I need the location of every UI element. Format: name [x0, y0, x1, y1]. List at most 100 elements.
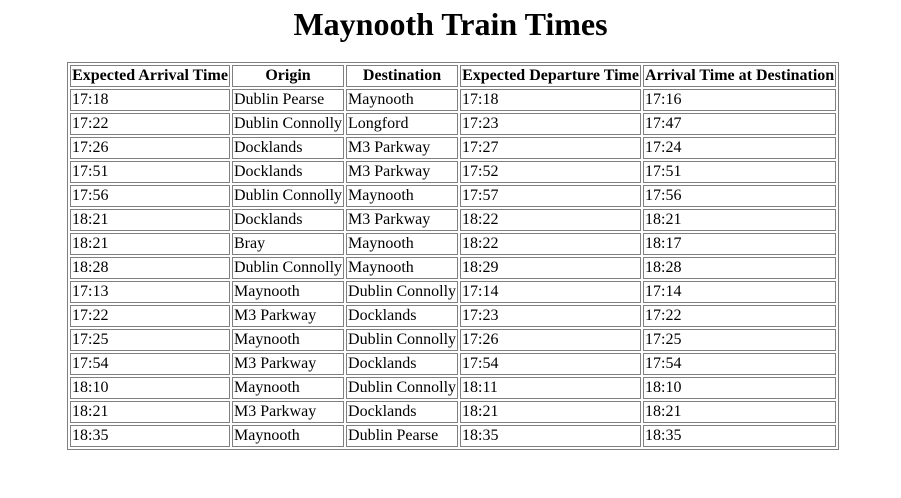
- cell-origin: M3 Parkway: [232, 305, 345, 327]
- cell-destination: Docklands: [346, 353, 459, 375]
- table-row: 17:54 M3 Parkway Docklands 17:54 17:54: [70, 353, 837, 375]
- cell-origin: Dublin Connolly: [232, 185, 345, 207]
- cell-destination: Dublin Connolly: [346, 281, 459, 303]
- table-row: 17:26 Docklands M3 Parkway 17:27 17:24: [70, 137, 837, 159]
- table-row: 17:51 Docklands M3 Parkway 17:52 17:51: [70, 161, 837, 183]
- cell-destination: Dublin Connolly: [346, 329, 459, 351]
- cell-arrival-time-at-destination: 17:24: [643, 137, 837, 159]
- cell-origin: Maynooth: [232, 329, 345, 351]
- cell-destination: M3 Parkway: [346, 161, 459, 183]
- cell-expected-arrival-time: 17:13: [70, 281, 230, 303]
- cell-expected-arrival-time: 18:35: [70, 425, 230, 447]
- cell-destination: M3 Parkway: [346, 137, 459, 159]
- cell-expected-departure-time: 17:54: [460, 353, 642, 375]
- cell-destination: Dublin Pearse: [346, 425, 459, 447]
- cell-expected-arrival-time: 17:22: [70, 113, 230, 135]
- cell-arrival-time-at-destination: 17:25: [643, 329, 837, 351]
- cell-destination: Maynooth: [346, 185, 459, 207]
- cell-expected-departure-time: 18:22: [460, 233, 642, 255]
- cell-arrival-time-at-destination: 18:35: [643, 425, 837, 447]
- header-destination: Destination: [346, 65, 459, 87]
- cell-expected-arrival-time: 18:21: [70, 401, 230, 423]
- cell-destination: M3 Parkway: [346, 209, 459, 231]
- table-header: Expected Arrival Time Origin Destination…: [70, 65, 837, 87]
- cell-expected-departure-time: 17:14: [460, 281, 642, 303]
- header-arrival-time-at-destination: Arrival Time at Destination: [643, 65, 837, 87]
- table-row: 18:21 Bray Maynooth 18:22 18:17: [70, 233, 837, 255]
- cell-origin: M3 Parkway: [232, 353, 345, 375]
- cell-expected-arrival-time: 17:56: [70, 185, 230, 207]
- cell-expected-arrival-time: 18:28: [70, 257, 230, 279]
- cell-expected-departure-time: 18:29: [460, 257, 642, 279]
- cell-expected-departure-time: 17:23: [460, 305, 642, 327]
- table-row: 18:21 M3 Parkway Docklands 18:21 18:21: [70, 401, 837, 423]
- header-origin: Origin: [232, 65, 345, 87]
- train-times-table-container: Expected Arrival Time Origin Destination…: [67, 62, 840, 450]
- cell-origin: Docklands: [232, 161, 345, 183]
- table-row: 18:10 Maynooth Dublin Connolly 18:11 18:10: [70, 377, 837, 399]
- cell-expected-arrival-time: 17:25: [70, 329, 230, 351]
- cell-origin: Docklands: [232, 209, 345, 231]
- cell-expected-departure-time: 17:52: [460, 161, 642, 183]
- cell-expected-departure-time: 17:27: [460, 137, 642, 159]
- table-row: 17:13 Maynooth Dublin Connolly 17:14 17:14: [70, 281, 837, 303]
- cell-origin: Dublin Connolly: [232, 257, 345, 279]
- cell-destination: Docklands: [346, 401, 459, 423]
- cell-expected-arrival-time: 17:51: [70, 161, 230, 183]
- cell-expected-arrival-time: 18:21: [70, 209, 230, 231]
- cell-origin: Maynooth: [232, 425, 345, 447]
- train-times-table: Expected Arrival Time Origin Destination…: [67, 62, 840, 450]
- cell-expected-departure-time: 18:11: [460, 377, 642, 399]
- cell-arrival-time-at-destination: 17:51: [643, 161, 837, 183]
- page-title: Maynooth Train Times: [293, 6, 608, 42]
- cell-origin: Maynooth: [232, 281, 345, 303]
- cell-origin: Bray: [232, 233, 345, 255]
- cell-arrival-time-at-destination: 17:47: [643, 113, 837, 135]
- cell-destination: Dublin Connolly: [346, 377, 459, 399]
- table-row: 18:21 Docklands M3 Parkway 18:22 18:21: [70, 209, 837, 231]
- cell-destination: Maynooth: [346, 257, 459, 279]
- table-body: 17:18 Dublin Pearse Maynooth 17:18 17:16 17:2…: [70, 89, 837, 447]
- table-row: 18:35 Maynooth Dublin Pearse 18:35 18:35: [70, 425, 837, 447]
- cell-expected-departure-time: 17:18: [460, 89, 642, 111]
- cell-arrival-time-at-destination: 17:14: [643, 281, 837, 303]
- table-row: 17:25 Maynooth Dublin Connolly 17:26 17:25: [70, 329, 837, 351]
- cell-expected-departure-time: 17:57: [460, 185, 642, 207]
- cell-expected-departure-time: 18:22: [460, 209, 642, 231]
- header-expected-departure-time: Expected Departure Time: [460, 65, 642, 87]
- cell-destination: Maynooth: [346, 89, 459, 111]
- cell-origin: Docklands: [232, 137, 345, 159]
- header-expected-arrival-time: Expected Arrival Time: [70, 65, 230, 87]
- cell-origin: Maynooth: [232, 377, 345, 399]
- cell-arrival-time-at-destination: 17:54: [643, 353, 837, 375]
- cell-destination: Docklands: [346, 305, 459, 327]
- cell-destination: Longford: [346, 113, 459, 135]
- cell-expected-arrival-time: 18:10: [70, 377, 230, 399]
- table-row: 17:56 Dublin Connolly Maynooth 17:57 17:56: [70, 185, 837, 207]
- cell-arrival-time-at-destination: 17:22: [643, 305, 837, 327]
- cell-origin: Dublin Pearse: [232, 89, 345, 111]
- cell-expected-departure-time: 17:23: [460, 113, 642, 135]
- cell-origin: Dublin Connolly: [232, 113, 345, 135]
- cell-arrival-time-at-destination: 17:56: [643, 185, 837, 207]
- cell-arrival-time-at-destination: 18:17: [643, 233, 837, 255]
- cell-expected-arrival-time: 17:54: [70, 353, 230, 375]
- cell-destination: Maynooth: [346, 233, 459, 255]
- cell-arrival-time-at-destination: 17:16: [643, 89, 837, 111]
- cell-expected-arrival-time: 17:26: [70, 137, 230, 159]
- cell-arrival-time-at-destination: 18:28: [643, 257, 837, 279]
- cell-expected-arrival-time: 17:18: [70, 89, 230, 111]
- table-row: 17:22 Dublin Connolly Longford 17:23 17:47: [70, 113, 837, 135]
- table-row: 18:28 Dublin Connolly Maynooth 18:29 18:28: [70, 257, 837, 279]
- cell-origin: M3 Parkway: [232, 401, 345, 423]
- cell-arrival-time-at-destination: 18:21: [643, 401, 837, 423]
- cell-expected-departure-time: 18:21: [460, 401, 642, 423]
- cell-expected-arrival-time: 17:22: [70, 305, 230, 327]
- table-row: 17:18 Dublin Pearse Maynooth 17:18 17:16: [70, 89, 837, 111]
- cell-expected-departure-time: 17:26: [460, 329, 642, 351]
- cell-arrival-time-at-destination: 18:10: [643, 377, 837, 399]
- cell-expected-arrival-time: 18:21: [70, 233, 230, 255]
- cell-arrival-time-at-destination: 18:21: [643, 209, 837, 231]
- cell-expected-departure-time: 18:35: [460, 425, 642, 447]
- header-row: Expected Arrival Time Origin Destination…: [70, 65, 837, 87]
